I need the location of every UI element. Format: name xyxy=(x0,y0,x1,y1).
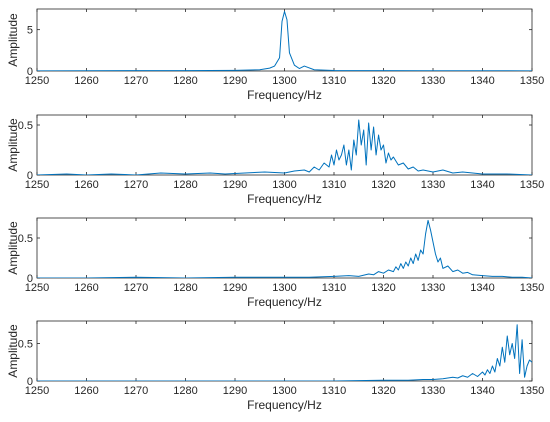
plot-area-frame xyxy=(36,217,533,279)
plot-area-frame xyxy=(36,8,533,72)
x-tick-label: 1270 xyxy=(124,385,148,397)
x-tick-label: 1260 xyxy=(74,282,98,294)
x-tick-label: 1250 xyxy=(25,282,49,294)
x-tick-label: 1290 xyxy=(223,282,247,294)
x-tick-label: 1320 xyxy=(371,385,395,397)
y-tick-label: 0.5 xyxy=(18,339,33,351)
x-axis-label: Frequency/Hz xyxy=(247,88,322,102)
x-tick-label: 1250 xyxy=(25,385,49,397)
y-tick-label: 0 xyxy=(27,376,33,388)
x-tick-label: 1310 xyxy=(322,75,346,87)
x-tick-label: 1330 xyxy=(421,75,445,87)
x-tick-label: 1350 xyxy=(520,282,544,294)
x-tick-label: 1280 xyxy=(173,385,197,397)
x-tick-label: 1280 xyxy=(173,75,197,87)
x-tick-label: 1330 xyxy=(421,179,445,191)
x-tick-label: 1340 xyxy=(470,385,494,397)
y-tick-label: 0 xyxy=(27,170,33,182)
y-tick-label: 0.5 xyxy=(18,233,33,245)
x-tick-label: 1270 xyxy=(124,75,148,87)
y-axis-label: Amplitude xyxy=(6,118,20,172)
spectrum-line xyxy=(37,119,532,175)
x-tick-label: 1300 xyxy=(272,385,296,397)
y-axis-label: Amplitude xyxy=(6,221,20,275)
x-tick-label: 1250 xyxy=(25,75,49,87)
spectrum-line xyxy=(37,10,532,71)
x-tick-label: 1260 xyxy=(74,75,98,87)
subplot-1: 1250 1260 1270 1280 1290 1300 1310 1320 1330 1340… xyxy=(6,8,544,102)
x-tick-label: 1320 xyxy=(371,75,395,87)
subplot-4: 1250 1260 1270 1280 1290 1300 1310 1320 1330 1340… xyxy=(6,320,544,412)
y-axis-label: Amplitude xyxy=(6,13,20,67)
x-tick-label: 1310 xyxy=(322,179,346,191)
plot-area-frame xyxy=(36,114,533,176)
plot-area-frame xyxy=(36,320,533,382)
x-tick-label: 1280 xyxy=(173,282,197,294)
x-tick-label: 1300 xyxy=(272,282,296,294)
y-tick-label: 0.5 xyxy=(18,120,33,132)
subplot-2: 1250 1260 1270 1280 1290 1300 1310 1320 1330 1340… xyxy=(6,114,544,206)
x-axis-label: Frequency/Hz xyxy=(247,295,322,309)
x-tick-label: 1250 xyxy=(25,179,49,191)
x-tick-label: 1340 xyxy=(470,179,494,191)
y-axis-label: Amplitude xyxy=(6,324,20,378)
x-tick-label: 1290 xyxy=(223,385,247,397)
x-tick-label: 1350 xyxy=(520,179,544,191)
x-tick-label: 1270 xyxy=(124,179,148,191)
x-tick-label: 1300 xyxy=(272,179,296,191)
x-tick-label: 1320 xyxy=(371,282,395,294)
x-tick-label: 1330 xyxy=(421,282,445,294)
x-tick-label: 1340 xyxy=(470,75,494,87)
y-tick-label: 5 xyxy=(27,25,33,37)
subplot-3: 1250 1260 1270 1280 1290 1300 1310 1320 1330 1340… xyxy=(6,217,544,309)
x-tick-label: 1290 xyxy=(223,179,247,191)
x-axis-label: Frequency/Hz xyxy=(247,192,322,206)
x-tick-label: 1260 xyxy=(74,385,98,397)
spectrum-line xyxy=(37,219,532,278)
x-tick-label: 1330 xyxy=(421,385,445,397)
x-axis-label: Frequency/Hz xyxy=(247,398,322,412)
x-tick-label: 1340 xyxy=(470,282,494,294)
spectrum-line xyxy=(37,324,532,381)
x-tick-label: 1310 xyxy=(322,385,346,397)
x-tick-label: 1260 xyxy=(74,179,98,191)
x-tick-label: 1300 xyxy=(272,75,296,87)
x-tick-label: 1290 xyxy=(223,75,247,87)
y-tick-label: 0 xyxy=(27,273,33,285)
x-tick-label: 1280 xyxy=(173,179,197,191)
x-tick-label: 1320 xyxy=(371,179,395,191)
y-tick-label: 0 xyxy=(27,66,33,78)
x-tick-label: 1350 xyxy=(520,75,544,87)
x-tick-label: 1350 xyxy=(520,385,544,397)
x-tick-label: 1310 xyxy=(322,282,346,294)
x-tick-label: 1270 xyxy=(124,282,148,294)
